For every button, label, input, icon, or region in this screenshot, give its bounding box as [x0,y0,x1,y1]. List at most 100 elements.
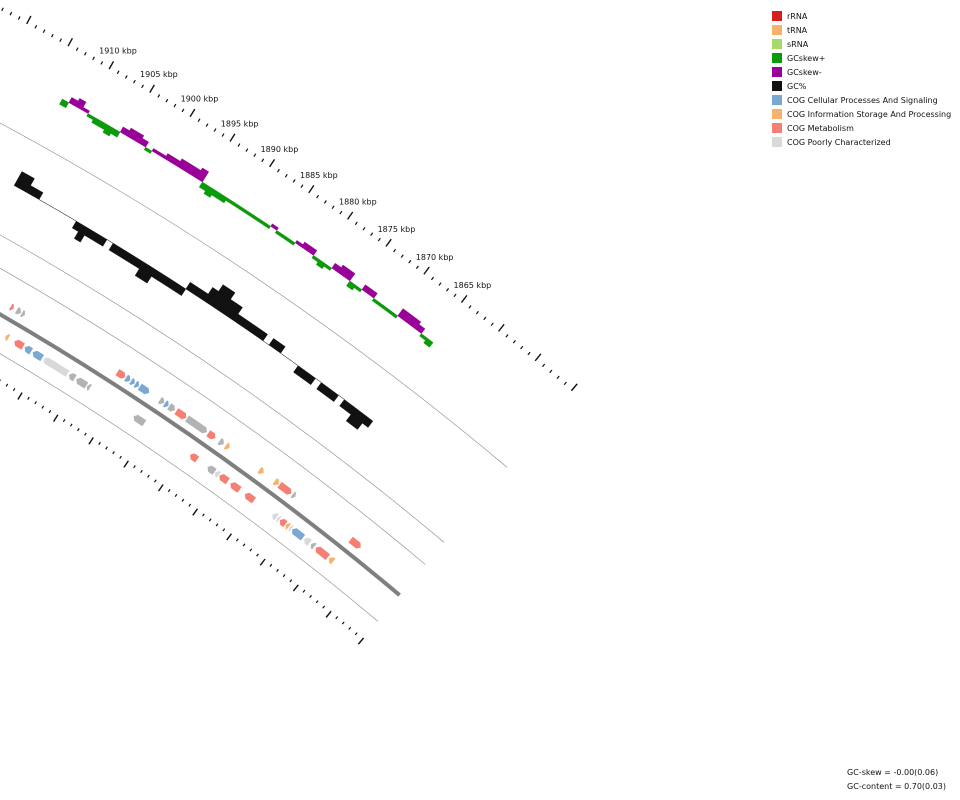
minor-tick-outer [393,248,397,253]
minor-tick-outer [490,322,494,326]
tick-label: 1910 kbp [99,46,137,55]
minor-tick-outer [505,334,509,338]
minor-tick-outer [245,148,249,152]
minor-tick-outer [9,11,13,16]
legend-swatch [772,95,782,105]
gc-skew-pos-bar [315,259,326,270]
major-tick-outer [67,37,74,47]
minor-tick-outer [181,108,185,113]
major-tick-outer [308,184,315,194]
minor-tick-outer [339,210,343,215]
gc-content-bar [51,206,58,211]
minor-tick-inner [215,523,219,527]
minor-tick-outer [475,310,479,315]
gene-arrow-poor [43,357,70,377]
gc-content-bar [38,199,46,204]
gc-skew-pos-bar [110,128,121,138]
minor-tick-outer [316,194,320,199]
gene-arrow-metabolism [230,482,242,493]
legend-swatch [772,123,782,133]
gene-arrow-metabolism [115,369,126,379]
gene-arrow-cellular [24,345,34,355]
minor-tick-outer [300,184,304,188]
minor-tick-outer [59,38,63,42]
legend-item-rrna: rRNA [772,9,951,23]
minor-tick-outer [563,381,567,386]
gc-skew-neg-bar [343,269,356,282]
minor-tick-outer [446,287,450,292]
gc-skew-pos-bar [353,284,363,293]
gene-arrow-metabolism [279,518,288,527]
minor-tick-outer [292,179,296,183]
major-tick-outer [347,211,354,220]
minor-tick-outer [83,51,87,56]
gene-arrow-info [329,557,336,565]
minor-tick-inner [249,548,253,552]
gc-content-bar [351,412,368,430]
legend-item-cog-information: COG Information Storage And Processing [772,107,951,121]
minor-tick-inner [289,579,293,583]
major-tick-inner [88,437,94,445]
minor-tick-inner [119,455,122,459]
gene-arrow-unassigned [20,310,25,318]
gene-arrow-unassigned [207,465,217,475]
legend-swatch [772,39,782,49]
guide-ring-2 [0,234,445,543]
minor-tick-outer [542,363,546,368]
minor-tick-inner [348,626,352,630]
legend-swatch [772,109,782,119]
gene-arrow-unassigned [217,438,224,446]
minor-tick-outer [173,103,177,108]
minor-tick-outer [124,75,128,79]
major-tick-outer [149,84,155,93]
minor-tick-outer [205,123,209,127]
major-tick-outer [534,353,542,362]
gc-skew-neg-bar [415,324,426,334]
gc-skew-neg-bar [367,288,378,299]
legend-swatch [772,67,782,77]
backbone-ring [0,312,401,597]
gene-arrow-unassigned [133,414,147,427]
major-tick-inner [52,414,59,422]
minor-tick-outer [354,221,358,226]
minor-tick-outer [323,200,327,204]
gc-content-bar [215,288,236,313]
gene-arrow-cellular [162,400,169,408]
gene-arrow-metabolism [277,481,292,495]
minor-tick-inner [140,469,143,474]
minor-tick-outer [197,118,201,122]
major-tick-inner [259,558,266,566]
major-tick-inner [192,508,199,516]
gc-skew-pos-bar [217,193,228,204]
gene-track [5,303,361,565]
legend-label: GCskew- [787,67,822,77]
minor-tick-inner [235,538,239,542]
guide-ring-3 [0,267,426,565]
gc-skew-track [59,97,434,348]
legend-item-gcskew-pos: GCskew+ [772,51,951,65]
minor-tick-outer [1,7,4,12]
gc-content-bar [262,340,270,346]
gc-content-bar [286,357,293,362]
minor-tick-inner [77,428,80,432]
gene-arrow-info [223,442,230,450]
gene-arrow-unassigned [310,542,317,550]
legend-item-trna: tRNA [772,23,951,37]
gene-arrow-info [5,334,11,341]
minor-tick-outer [133,79,136,84]
gene-arrow-unassigned [185,415,207,434]
minor-tick-inner [27,396,30,400]
gene-arrow-cellular [137,383,150,395]
gc-skew-neg-bar [307,245,318,256]
track-guide-lines [0,122,508,622]
gene-arrow-unassigned [290,491,296,499]
minor-tick-outer [520,345,524,350]
tick-label: 1890 kbp [261,145,299,154]
legend-label: rRNA [787,11,808,21]
tick-label: 1895 kbp [221,119,259,128]
minor-tick-inner [69,423,73,427]
minor-tick-inner [153,479,157,483]
gc-skew-neg-bar [409,317,422,330]
position-ticks: 1910 kbp 1905 kbp 1900 kbp 1895 kbp 1890 kbp… [0,7,578,645]
statistics: GC-skew = -0.00(0.06) GC-content = 0.70(… [847,766,946,794]
